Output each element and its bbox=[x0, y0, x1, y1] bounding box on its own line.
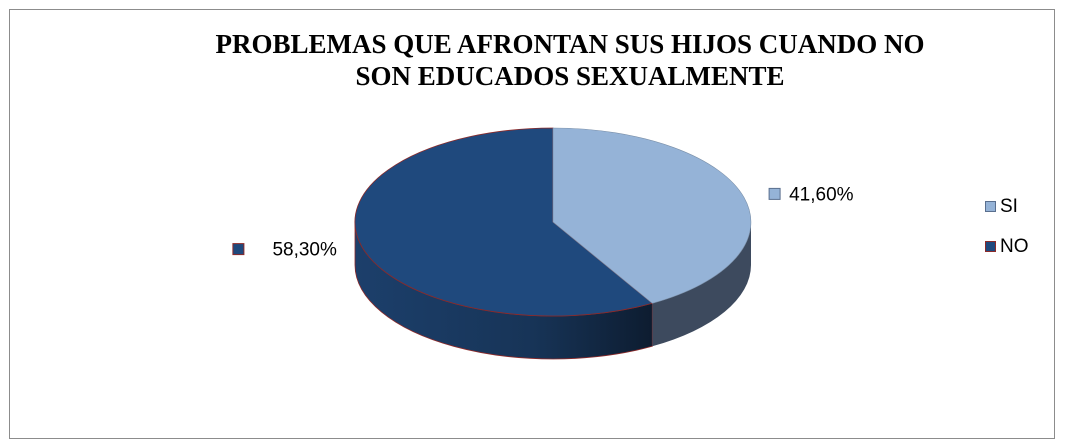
pie-slice-si bbox=[552, 127, 752, 304]
legend-label-si: SI bbox=[1000, 195, 1018, 217]
legend-swatch-si bbox=[985, 201, 996, 212]
chart-title: PROBLEMAS QUE AFRONTAN SUS HIJOS CUANDO … bbox=[0, 28, 1066, 92]
pie-slice-no bbox=[354, 127, 654, 317]
data-label-marker-no bbox=[232, 243, 245, 256]
data-label-si: 41,60% bbox=[789, 184, 854, 205]
legend-label-no: NO bbox=[1000, 235, 1029, 257]
data-label-marker-si bbox=[768, 187, 781, 200]
chart-title-line-2: SON EDUCADOS SEXUALMENTE bbox=[355, 61, 785, 91]
legend-item-si: SI bbox=[985, 195, 1029, 218]
legend-swatch-no bbox=[985, 241, 996, 252]
legend: SI NO bbox=[985, 195, 1029, 275]
legend-item-no: NO bbox=[985, 235, 1029, 258]
data-label-no: 58,30% bbox=[272, 240, 337, 261]
chart-title-line-1: PROBLEMAS QUE AFRONTAN SUS HIJOS CUANDO … bbox=[215, 29, 925, 59]
